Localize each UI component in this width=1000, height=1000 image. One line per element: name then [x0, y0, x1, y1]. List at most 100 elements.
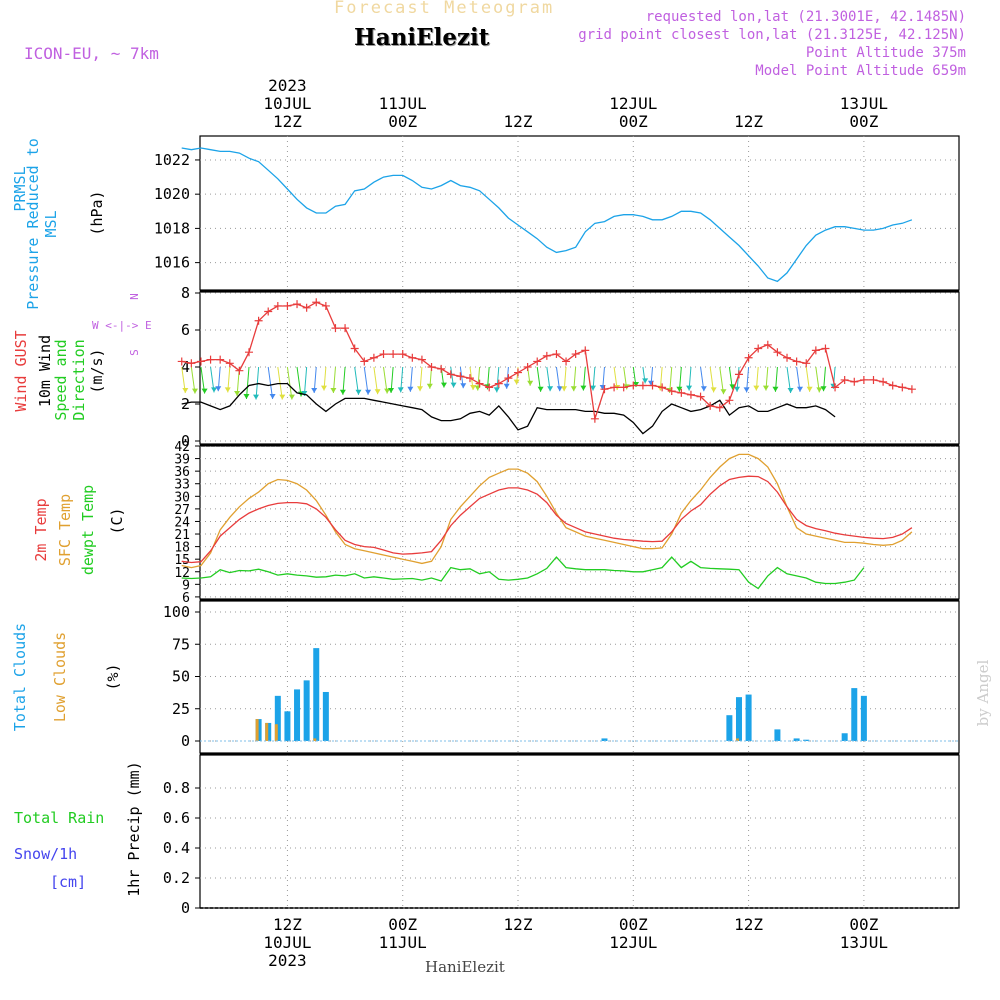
wind-arrowhead: [797, 386, 804, 392]
requested-coords: requested lon,lat (21.3001E, 42.1485N): [645, 9, 966, 25]
compass-we: W <-|-> E: [92, 319, 152, 332]
wind-arrowhead: [762, 385, 769, 391]
y-tick-label: 36: [174, 465, 190, 480]
bottom-time-label: 00Z: [388, 915, 417, 934]
y-tick-label: 0: [181, 732, 190, 750]
top-time-label: 00Z: [849, 112, 878, 131]
gust-marker: [446, 370, 455, 379]
y-tick-label: 42: [174, 440, 190, 455]
gust-marker: [811, 346, 820, 355]
temp-2m-line: [181, 475, 913, 564]
top-time-label: 10JUL: [263, 94, 311, 113]
gust-marker: [715, 403, 724, 412]
wind-arrowhead: [676, 386, 683, 392]
gust-marker: [408, 353, 417, 362]
low-cloud-bar: [274, 724, 278, 741]
gust-marker: [696, 392, 705, 401]
y-tick-label: 4: [181, 358, 190, 376]
wind-arrowhead: [753, 385, 760, 391]
y-tick-label: 100: [163, 603, 190, 621]
gust-marker: [206, 355, 215, 364]
wind-arrowhead: [192, 388, 199, 394]
gust-marker: [216, 355, 225, 364]
y-tick-label: 75: [172, 635, 190, 653]
total-cloud-bar: [774, 729, 781, 741]
y-tick-label: 21: [174, 528, 190, 543]
wind-arrowhead: [570, 386, 577, 392]
gust-marker: [456, 372, 465, 381]
panel-frame-pressure: [199, 135, 960, 291]
gust-marker: [552, 350, 561, 359]
pressure-line: [181, 147, 913, 283]
wind-arrowhead: [182, 388, 189, 393]
top-time-label: 00Z: [388, 112, 417, 131]
wind-arrowhead: [642, 378, 649, 384]
y-tick-label: 1016: [154, 254, 190, 272]
wind-arrowhead: [710, 387, 717, 393]
gust-marker: [465, 374, 474, 383]
top-time-label: 00Z: [619, 112, 648, 131]
top-time-label: 12Z: [734, 112, 763, 131]
y-tick-label: 1018: [154, 219, 190, 237]
gust-marker: [273, 301, 282, 310]
y-tick-label: 1022: [154, 151, 190, 169]
wind-arrowhead: [580, 385, 587, 391]
gust-marker: [610, 383, 619, 392]
wind-arrowhead: [279, 394, 286, 400]
gust-marker: [360, 357, 369, 366]
gust-marker: [850, 377, 859, 386]
wind-arrowhead: [330, 388, 337, 393]
y-tick-label: 30: [174, 490, 190, 505]
wind-arrowhead: [339, 389, 346, 395]
gust-marker: [187, 359, 196, 368]
label-snow-unit: [cm]: [50, 873, 87, 891]
wind-arrowhead: [426, 383, 433, 389]
gust-marker: [754, 344, 763, 353]
wind-arrowhead: [470, 385, 477, 390]
wind-arrowhead: [734, 386, 741, 392]
gust-marker: [907, 385, 916, 394]
bottom-time-label: 12Z: [504, 915, 533, 934]
label-total-rain: Total Rain: [14, 809, 105, 827]
gust-marker: [369, 353, 378, 362]
y-tick-label: 27: [174, 503, 190, 518]
gust-marker: [264, 307, 273, 316]
y-tick-label: 0: [181, 899, 190, 917]
wind-arrowhead: [633, 382, 640, 387]
bottom-time-label: 00Z: [849, 915, 878, 934]
wind-arrowhead: [243, 394, 250, 399]
y-tick-label: 0.2: [163, 869, 190, 887]
gust-marker: [677, 388, 686, 397]
top-time-label: 13JUL: [840, 94, 888, 113]
total-cloud-bar: [726, 715, 733, 741]
y-tick-label: 9: [182, 578, 190, 593]
bottom-time-label: 2023: [268, 951, 307, 970]
wind-arrowhead: [215, 386, 222, 392]
total-cloud-bar: [303, 680, 310, 741]
gust-marker: [898, 383, 907, 392]
wind-arrowhead: [440, 382, 447, 388]
gust-marker: [235, 366, 244, 375]
panel-frame-precipitation: [199, 754, 960, 909]
y-tick-label: 6: [181, 321, 190, 339]
wind-gust-line: [181, 301, 913, 420]
top-time-label: 12JUL: [609, 94, 657, 113]
y-tick-label: 15: [174, 553, 190, 568]
wind-arrowhead: [365, 389, 372, 395]
total-cloud-bar: [745, 694, 752, 741]
bottom-time-label: 13JUL: [840, 933, 888, 952]
gust-marker: [590, 414, 599, 423]
gust-marker: [177, 357, 186, 366]
wind-arrowhead: [253, 394, 260, 400]
gust-marker: [648, 381, 657, 390]
gust-marker: [494, 379, 503, 388]
wind-arrowhead: [320, 385, 327, 391]
gust-marker: [744, 353, 753, 362]
gust-marker: [658, 383, 667, 392]
wind-arrowhead: [450, 382, 457, 388]
panel-frame-wind: [199, 291, 960, 445]
wind-arrowhead: [201, 388, 208, 394]
y-tick-label: 33: [174, 478, 190, 493]
bottom-time-label: 11JUL: [379, 933, 427, 952]
total-cloud-bar: [803, 739, 810, 741]
